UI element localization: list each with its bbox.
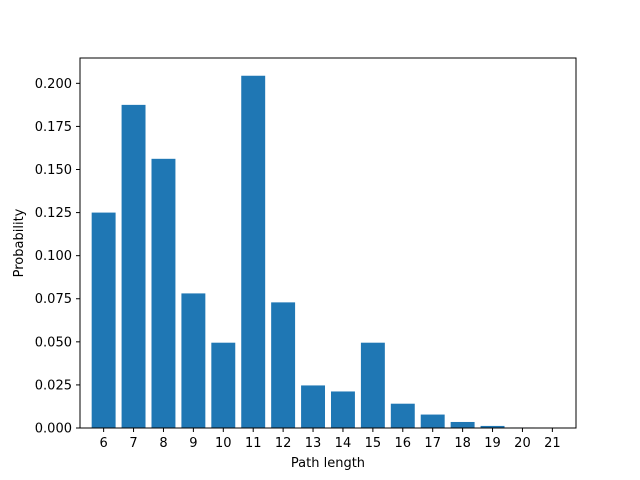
y-tick-label: 0.175 [35,120,72,135]
x-tick-label: 16 [395,436,412,451]
x-tick-label: 9 [189,436,197,451]
bar-8 [151,158,176,428]
bar-18 [450,421,475,428]
bars-group [91,75,565,429]
y-tick-label: 0.200 [35,77,72,92]
y-tick-label: 0.100 [35,249,72,264]
bar-17 [420,414,445,428]
y-tick-label: 0.125 [35,206,72,221]
bar-15 [360,342,385,428]
bar-11 [241,75,266,428]
y-axis-label: Probability [12,208,27,277]
bar-10 [211,342,236,428]
x-tick-label: 13 [305,436,322,451]
y-axis-ticks: 0.000 0.025 0.050 0.075 0.100 0.125 0.150 0.175… [35,77,80,437]
y-tick-label: 0.000 [35,422,72,437]
bar-6 [91,212,116,428]
x-tick-label: 7 [129,436,137,451]
y-tick-label: 0.025 [35,378,72,393]
x-tick-label: 17 [424,436,441,451]
x-tick-label: 12 [275,436,292,451]
x-tick-label: 6 [99,436,107,451]
y-tick-label: 0.050 [35,335,72,350]
x-tick-label: 19 [484,436,501,451]
x-axis-ticks: 6 7 8 9 10 11 12 13 14 15 16 17 18 19 20 21 [99,428,561,451]
x-tick-label: 11 [245,436,262,451]
plot-area-frame [79,57,577,429]
y-tick-label: 0.075 [35,292,72,307]
x-tick-label: 10 [215,436,232,451]
x-tick-label: 8 [159,436,167,451]
x-axis-label: Path length [291,456,365,471]
bar-9 [181,293,206,428]
bar-19 [480,425,505,428]
bar-14 [330,391,355,428]
x-tick-label: 18 [454,436,471,451]
bar-16 [390,403,415,428]
bar-12 [271,302,296,428]
bar-7 [121,104,146,429]
x-tick-label: 21 [544,436,561,451]
x-tick-label: 15 [365,436,382,451]
y-tick-label: 0.150 [35,163,72,178]
x-tick-label: 20 [514,436,531,451]
bar-13 [301,385,326,428]
x-tick-label: 14 [335,436,352,451]
